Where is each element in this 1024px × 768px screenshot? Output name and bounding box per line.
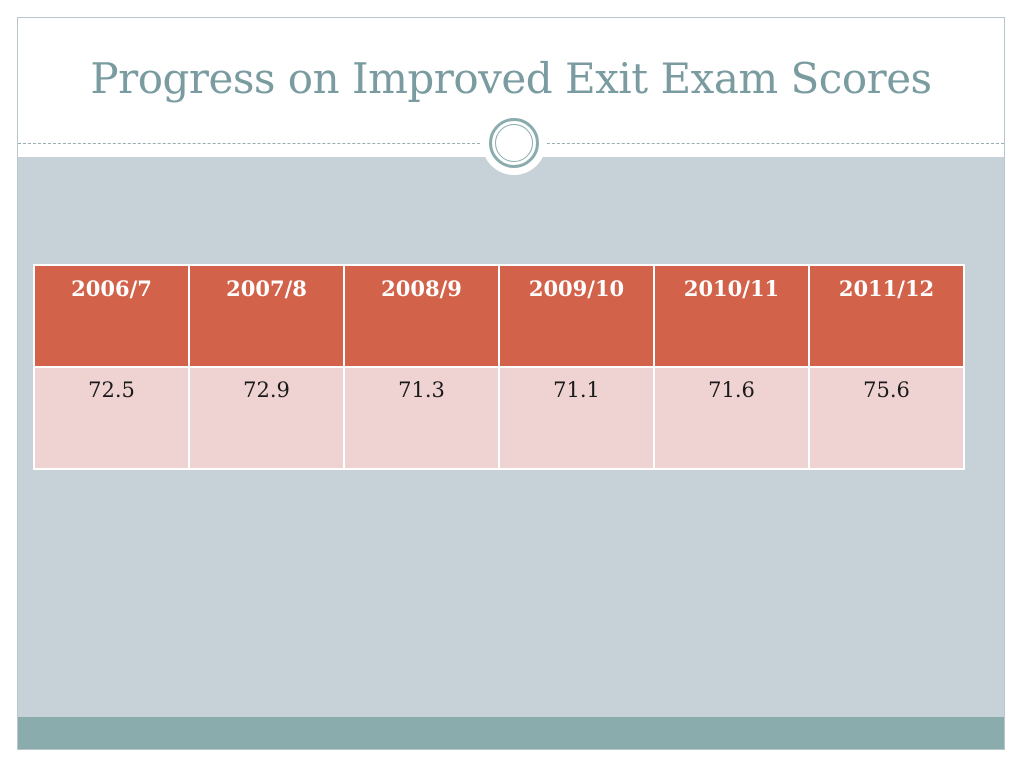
slide-title: Progress on Improved Exit Exam Scores xyxy=(90,54,932,103)
header-cell: 2008/9 xyxy=(343,264,500,368)
bottom-accent-bar xyxy=(18,717,1004,749)
header-cell: 2009/10 xyxy=(498,264,655,368)
table-header-row: 2006/7 2007/8 2008/9 2009/10 2010/11 201… xyxy=(33,264,965,368)
score-cell: 71.1 xyxy=(498,366,655,470)
circle-ornament-icon xyxy=(489,118,539,168)
score-cell: 71.3 xyxy=(343,366,500,470)
score-cell: 75.6 xyxy=(808,366,965,470)
score-cell: 72.5 xyxy=(33,366,190,470)
header-cell: 2010/11 xyxy=(653,264,810,368)
header-cell: 2011/12 xyxy=(808,264,965,368)
score-cell: 71.6 xyxy=(653,366,810,470)
header-cell: 2006/7 xyxy=(33,264,190,368)
exam-scores-table: 2006/7 2007/8 2008/9 2009/10 2010/11 201… xyxy=(33,264,965,470)
score-cell: 72.9 xyxy=(188,366,345,470)
header-cell: 2007/8 xyxy=(188,264,345,368)
table-row: 72.5 72.9 71.3 71.1 71.6 75.6 xyxy=(33,366,965,470)
